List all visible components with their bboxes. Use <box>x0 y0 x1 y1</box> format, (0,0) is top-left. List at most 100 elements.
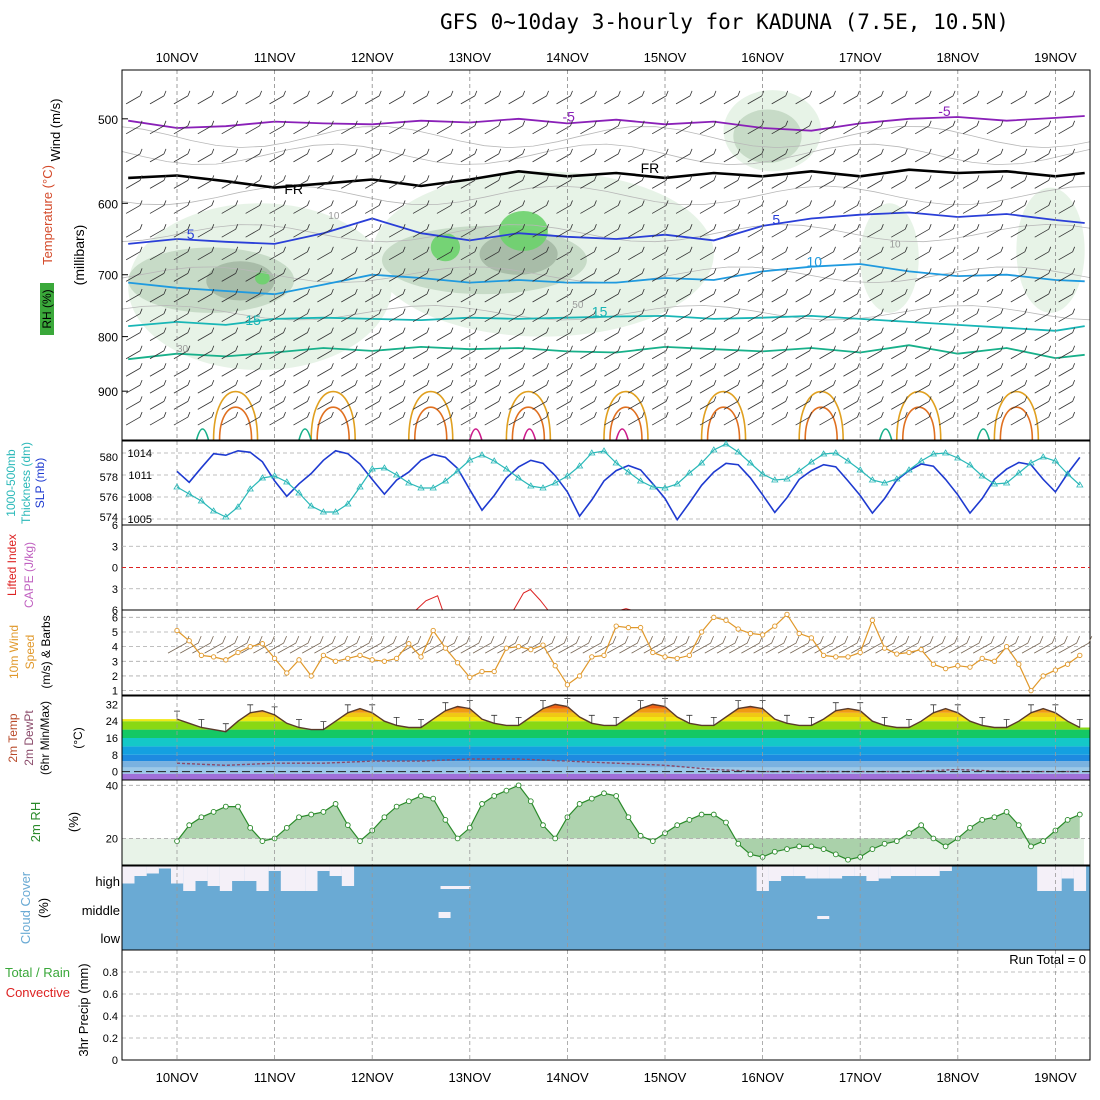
wind10-marker <box>1016 661 1022 667</box>
wind-barb <box>317 120 334 135</box>
wind-barb <box>365 345 382 360</box>
wind10-barb <box>680 635 702 654</box>
wind10-barb <box>289 635 312 654</box>
wind10-marker <box>833 654 839 660</box>
wind-barb <box>914 396 932 410</box>
wind-barb <box>819 345 836 360</box>
thickness-marker <box>514 474 523 481</box>
temp-errorbar <box>393 717 400 726</box>
wind-barb <box>1010 327 1028 341</box>
wind-barb <box>460 327 478 341</box>
wind-barb <box>317 327 334 341</box>
wind-barb <box>819 327 836 341</box>
wind-barb <box>365 148 382 163</box>
wind-barb <box>819 148 836 163</box>
wind-barb <box>867 120 884 135</box>
y-tick-label: 900 <box>98 385 118 399</box>
thickness-marker <box>392 471 401 478</box>
date-label-bottom: 17NOV <box>839 1070 882 1085</box>
wind-barb <box>675 288 693 303</box>
wind-barb <box>388 308 406 323</box>
wind-barb <box>532 363 549 377</box>
wind10-marker <box>247 643 253 650</box>
wind-barb <box>675 268 693 282</box>
temp-tick-label: 24 <box>106 716 118 728</box>
wind-barb <box>293 327 310 341</box>
wind-barb <box>795 90 812 105</box>
wind-barb <box>1010 120 1028 135</box>
temperature-contour-small <box>298 428 312 440</box>
date-label-bottom: 16NOV <box>741 1070 784 1085</box>
wind-barb <box>341 379 358 394</box>
wind-barb <box>651 268 669 282</box>
wind-barb <box>388 200 406 214</box>
wind-barb <box>556 246 573 261</box>
wind-barb <box>651 120 669 135</box>
wind-barb <box>173 120 191 135</box>
wind-barb <box>245 224 263 238</box>
thickness-marker <box>246 485 254 492</box>
wind-barb <box>771 363 789 377</box>
wind-barb <box>245 379 263 394</box>
thickness-marker <box>771 476 779 483</box>
wind-barb <box>843 200 860 214</box>
precip-convective-label: Convective <box>6 985 70 1000</box>
wind10-barb <box>375 635 397 654</box>
wind-barb <box>938 148 956 163</box>
wind-barb <box>795 363 812 377</box>
wind10-barb <box>509 635 531 654</box>
wind-barb <box>867 308 884 323</box>
wind-barb <box>412 148 430 163</box>
wind10-marker <box>540 642 546 648</box>
thickness-marker <box>429 484 437 491</box>
wind-barb <box>221 327 239 341</box>
wind-barb <box>532 345 549 360</box>
wind-barb <box>819 308 836 323</box>
wind10-marker <box>381 658 388 664</box>
rh2m-marker <box>930 835 937 842</box>
rh2m-marker <box>1028 843 1034 850</box>
wind-barb <box>197 224 215 238</box>
wind-barb <box>651 148 669 163</box>
thickness-marker <box>295 489 303 496</box>
wind-barb <box>221 268 239 282</box>
wind-barb <box>436 396 454 410</box>
rh2m-marker <box>820 846 827 852</box>
wind-barb <box>484 148 502 163</box>
date-label-bottom: 14NOV <box>546 1070 589 1085</box>
slp-axis-label: SLP (mb) <box>33 458 47 508</box>
temp-errorbar <box>540 700 546 709</box>
wind-barb <box>986 288 1004 303</box>
rh2m-marker <box>344 822 351 829</box>
temp-errorbar <box>930 704 937 713</box>
wind-barb <box>747 268 765 282</box>
wind-barb <box>651 396 669 410</box>
wind10-barb <box>253 635 275 654</box>
rh2m-marker <box>588 795 595 802</box>
thickness-marker <box>551 479 559 486</box>
cape-axis-label: CAPE (J/kg) <box>22 542 36 608</box>
wind-barb <box>388 345 406 360</box>
wind-barb <box>628 379 645 394</box>
wind-barb <box>508 224 526 238</box>
wind-barb <box>412 327 430 341</box>
wind-barb <box>412 396 430 410</box>
wind-barb <box>675 246 693 261</box>
wind10-barb <box>692 635 714 654</box>
wind-barb <box>1010 411 1028 426</box>
wind-barb <box>938 396 956 410</box>
rh2m-marker <box>235 803 241 810</box>
wind-barb <box>365 200 382 214</box>
wind-barb <box>293 90 310 105</box>
thickness-line <box>176 443 1081 518</box>
wind-barb <box>317 200 334 214</box>
wind-barb <box>795 175 812 189</box>
wind-barb <box>1010 90 1028 105</box>
thickness-axis-label-2: Thickness (dm) <box>19 442 33 524</box>
rh2m-marker <box>405 798 412 805</box>
rh2m-marker <box>991 814 998 821</box>
wind-barb <box>508 175 526 189</box>
date-label-top: 19NOV <box>1034 50 1077 65</box>
wind-barb <box>484 345 502 360</box>
rh2m-marker <box>283 824 290 831</box>
